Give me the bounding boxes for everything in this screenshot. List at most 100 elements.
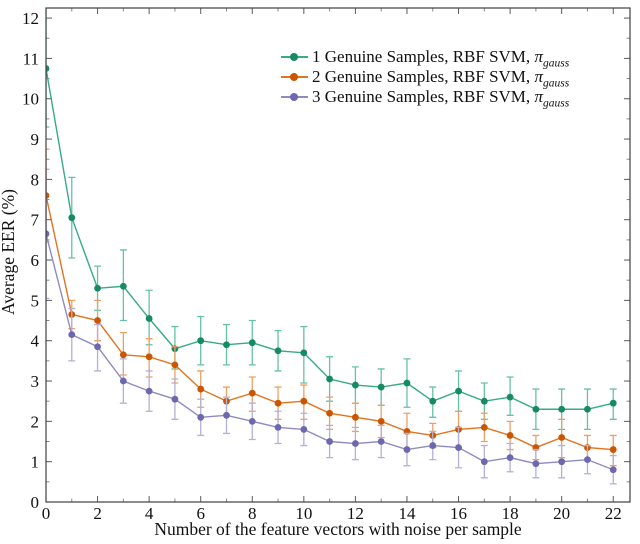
error-bars	[46, 148, 617, 467]
legend-label: 1 Genuine Samples, RBF SVM, πgauss	[312, 47, 570, 70]
legend-label: 2 Genuine Samples, RBF SVM, πgauss	[312, 67, 570, 90]
x-tick-label: 4	[145, 504, 154, 523]
y-tick-label: 9	[31, 130, 40, 149]
legend-item: 2 Genuine Samples, RBF SVM, πgauss	[281, 67, 570, 90]
data-point	[300, 397, 308, 405]
data-point	[455, 444, 462, 451]
data-point	[68, 331, 76, 339]
series-group	[46, 148, 617, 467]
data-point	[480, 423, 488, 431]
data-point	[197, 337, 205, 345]
legend-item: 3 Genuine Samples, RBF SVM, πgauss	[281, 87, 570, 110]
data-point	[558, 405, 566, 413]
x-tick-label: 20	[553, 504, 570, 523]
data-point	[377, 383, 385, 391]
y-tick-label: 10	[22, 90, 39, 109]
data-point	[429, 397, 437, 405]
data-point	[377, 438, 385, 445]
data-point	[119, 351, 127, 359]
data-point	[326, 375, 334, 383]
data-point	[171, 395, 179, 403]
data-point	[223, 411, 230, 419]
data-point	[94, 284, 101, 292]
data-point	[119, 282, 127, 290]
data-point	[584, 456, 591, 464]
x-tick-label: 2	[93, 504, 102, 523]
y-tick-label: 12	[22, 9, 39, 28]
data-point	[145, 315, 153, 322]
data-point	[119, 377, 127, 385]
data-point	[609, 446, 617, 453]
y-tick-label: 2	[31, 412, 40, 431]
data-point	[326, 438, 334, 445]
data-point	[248, 339, 256, 347]
y-tick-label: 1	[31, 453, 40, 472]
data-point	[145, 387, 153, 395]
y-tick-label: 3	[31, 372, 40, 391]
x-tick-label: 8	[248, 504, 257, 523]
data-point	[609, 399, 617, 407]
data-point	[171, 361, 179, 369]
data-point	[274, 347, 282, 355]
data-point	[145, 353, 153, 361]
legend-label: 3 Genuine Samples, RBF SVM, πgauss	[312, 87, 570, 110]
data-point	[352, 413, 359, 421]
data-point	[352, 440, 359, 447]
data-point	[46, 65, 50, 72]
data-point	[248, 389, 256, 397]
error-bars	[46, 168, 617, 485]
y-tick-label: 4	[31, 332, 40, 351]
data-point	[274, 423, 282, 431]
x-tick-label: 18	[502, 504, 519, 523]
data-point	[480, 397, 488, 405]
x-tick-label: 10	[295, 504, 312, 523]
data-point	[352, 381, 359, 389]
data-point	[68, 214, 76, 222]
series-marker-icon	[281, 53, 308, 62]
data-point	[584, 405, 591, 413]
y-tick-label: 5	[31, 291, 40, 310]
data-point	[506, 393, 514, 401]
series-marker-icon	[281, 93, 308, 102]
data-point	[403, 446, 411, 453]
data-point	[300, 349, 308, 357]
data-point	[326, 409, 334, 417]
x-tick-label: 12	[347, 504, 364, 523]
x-axis-title: Number of the feature vectors with noise…	[154, 519, 522, 539]
data-point	[274, 399, 282, 407]
x-tick-label: 22	[605, 504, 622, 523]
data-point	[300, 426, 308, 433]
plot-frame	[45, 7, 631, 503]
y-axis-title: Average EER (%)	[0, 189, 18, 315]
data-point	[248, 417, 256, 425]
data-point	[532, 460, 540, 468]
data-point	[506, 454, 514, 462]
y-tick-label: 8	[31, 170, 40, 189]
series-marker-icon	[281, 73, 308, 82]
x-tick-label: 6	[196, 504, 205, 523]
data-point	[455, 387, 462, 395]
x-tick-label: 0	[42, 504, 51, 523]
legend: 1 Genuine Samples, RBF SVM, πgauss 2 Genu…	[281, 47, 570, 110]
series-group	[46, 168, 617, 485]
x-tick-label: 16	[450, 504, 467, 523]
y-tick-label: 7	[31, 211, 40, 230]
data-point	[403, 379, 411, 387]
data-point	[197, 385, 205, 393]
legend-item: 1 Genuine Samples, RBF SVM, πgauss	[281, 47, 570, 70]
data-point	[197, 413, 205, 421]
data-point	[558, 434, 566, 441]
data-point	[429, 442, 437, 449]
data-point	[609, 466, 617, 474]
x-tick-label: 14	[398, 504, 416, 523]
data-point	[46, 192, 50, 199]
y-tick-label: 6	[31, 251, 40, 270]
data-point	[506, 432, 514, 439]
data-point	[223, 341, 230, 349]
y-tick-label: 0	[31, 493, 40, 512]
data-point	[532, 405, 540, 413]
data-point	[377, 417, 385, 425]
